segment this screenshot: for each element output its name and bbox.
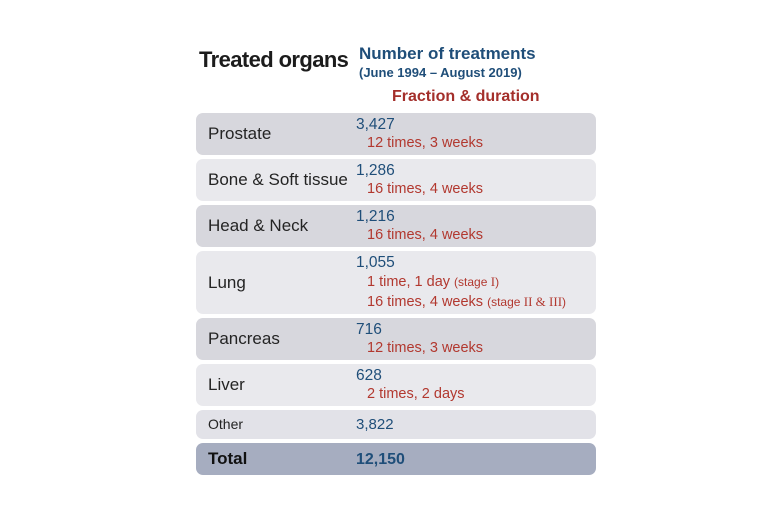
treatment-count: 1,055 [356, 254, 395, 271]
row-values: 12,150 [356, 448, 596, 471]
stage-note-close: ) [495, 275, 500, 289]
treatment-count: 3,822 [356, 416, 394, 433]
organ-label: Liver [208, 375, 245, 395]
fraction-duration: 2 times, 2 days [367, 386, 465, 402]
organ-label: Pancreas [208, 329, 280, 349]
table-row-bone-soft-tissue: Bone & Soft tissue 1,286 16 times, 4 wee… [196, 159, 596, 201]
table-row-prostate: Prostate 3,427 12 times, 3 weeks [196, 113, 596, 155]
total-count: 12,150 [356, 450, 405, 468]
treatments-column-header: Number of treatments (June 1994 – August… [359, 44, 536, 80]
treatments-table: Prostate 3,427 12 times, 3 weeks Bone & … [196, 113, 596, 475]
organ-label: Other [208, 416, 244, 433]
fraction-duration: 16 times, 4 weeks [367, 227, 484, 243]
table-row-pancreas: Pancreas 716 12 times, 3 weeks [196, 318, 596, 360]
treatment-count: 628 [356, 367, 382, 384]
fraction-column-header: Fraction & duration [392, 88, 540, 105]
row-values: 3,427 12 times, 3 weeks [356, 113, 596, 155]
fraction-duration: 12 times, 3 weeks [367, 135, 484, 151]
organ-label: Lung [208, 272, 246, 292]
fraction-duration-stage1: 1 time, 1 day (stage I) [356, 272, 596, 292]
treatment-count: 716 [356, 321, 382, 338]
row-values: 1,216 16 times, 4 weeks [356, 205, 596, 247]
stage-numeral: I [490, 274, 496, 289]
fraction-text: 1 time, 1 day [367, 274, 455, 290]
organ-label: Bone & Soft tissue [208, 170, 348, 190]
table-row-liver: Liver 628 2 times, 2 days [196, 364, 596, 406]
row-values: 3,822 [356, 413, 596, 436]
treatment-count: 3,427 [356, 116, 395, 133]
fraction-duration: 16 times, 4 weeks [367, 181, 484, 197]
fraction-duration: 12 times, 3 weeks [367, 340, 484, 356]
stage-numeral: II & III [523, 294, 563, 309]
table-row-total: Total 12,150 [196, 443, 596, 475]
stage-note: (stage II & III) [487, 294, 567, 309]
table-row-other: Other 3,822 [196, 410, 596, 439]
stage-note-open: (stage [487, 295, 524, 309]
stage-note-close: ) [562, 295, 567, 309]
fraction-duration-stage2-3: 16 times, 4 weeks (stage II & III) [356, 292, 596, 312]
treatment-count: 1,286 [356, 162, 395, 179]
treatments-header-period: (June 1994 – August 2019) [359, 64, 522, 80]
treatments-header-label: Number of treatments [359, 44, 536, 63]
fraction-text: 16 times, 4 weeks [367, 294, 488, 310]
table-row-lung: Lung 1,055 1 time, 1 day (stage I) 16 ti… [196, 251, 596, 314]
row-values: 1,055 1 time, 1 day (stage I) 16 times, … [356, 251, 596, 314]
row-values: 1,286 16 times, 4 weeks [356, 159, 596, 201]
stage-note: (stage I) [454, 274, 500, 289]
page-title: Treated organs [199, 47, 349, 72]
row-values: 628 2 times, 2 days [356, 364, 596, 406]
row-values: 716 12 times, 3 weeks [356, 318, 596, 360]
total-label: Total [208, 449, 248, 469]
treatment-count: 1,216 [356, 208, 395, 225]
table-row-head-neck: Head & Neck 1,216 16 times, 4 weeks [196, 205, 596, 247]
organ-label: Head & Neck [208, 216, 309, 236]
stage-note-open: (stage [454, 275, 491, 289]
organ-label: Prostate [208, 124, 272, 144]
